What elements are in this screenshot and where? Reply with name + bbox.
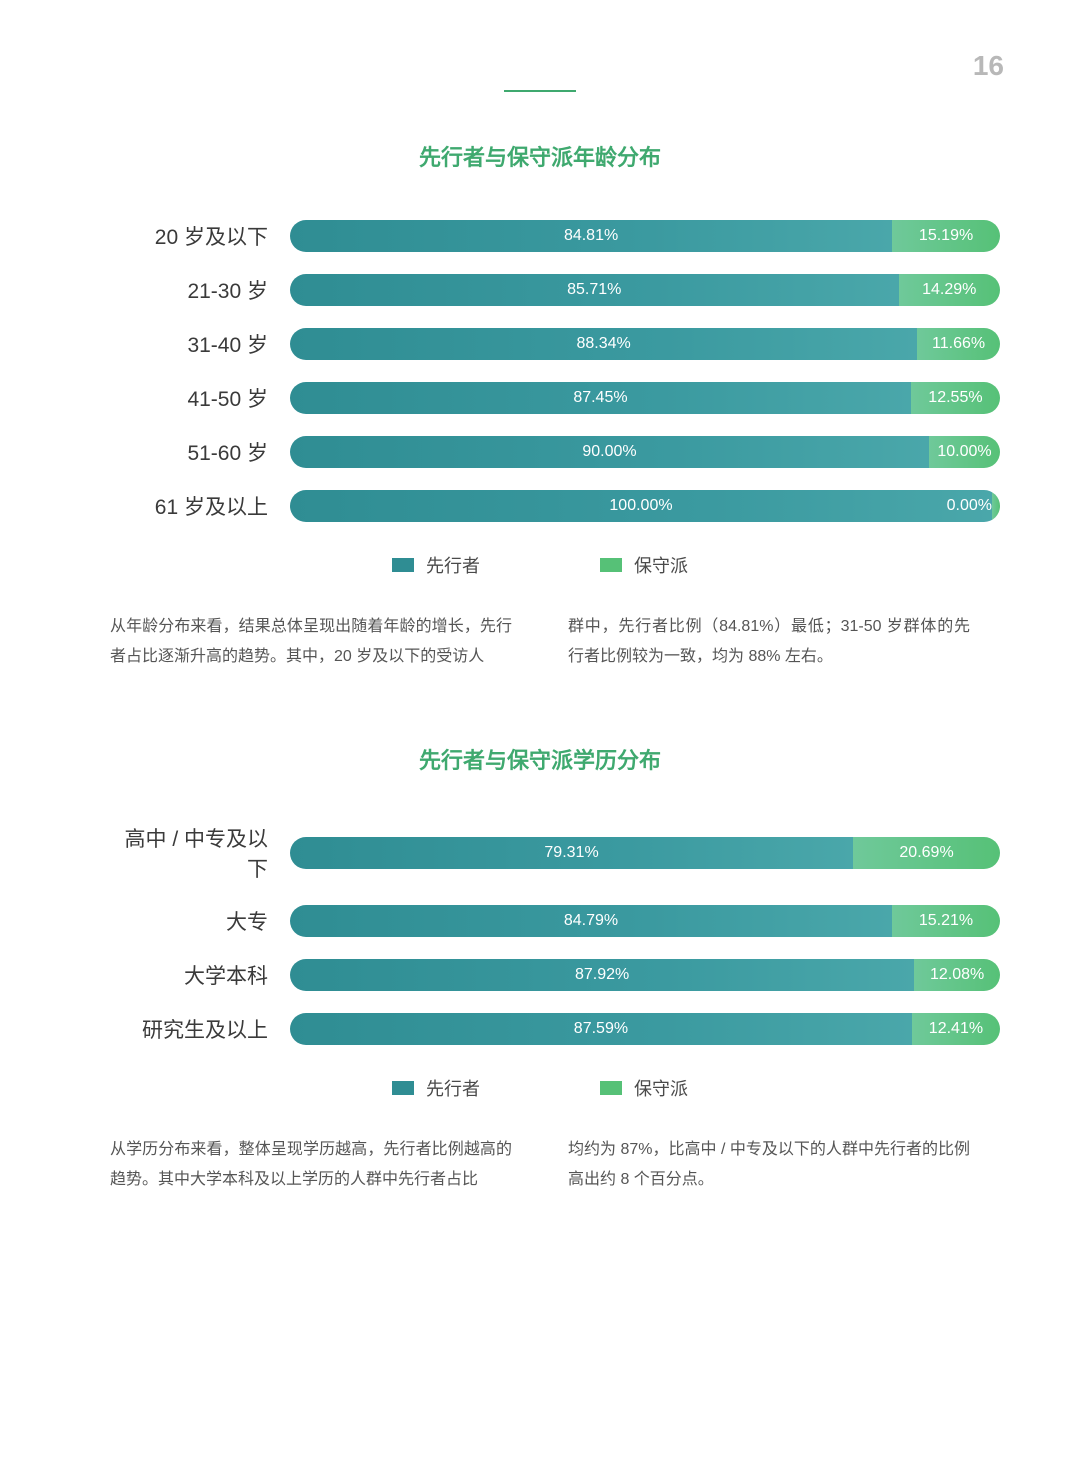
bar-label: 20 岁及以下	[110, 221, 290, 251]
bar-label: 研究生及以上	[110, 1014, 290, 1044]
chart2-title: 先行者与保守派学历分布	[80, 743, 1000, 775]
bar-row: 20 岁及以下84.81%15.19%	[110, 220, 1000, 252]
text2-col1: 从学历分布来看，整体呈现学历越高，先行者比例越高的趋势。其中大学本科及以上学历的…	[110, 1135, 512, 1196]
bar-track: 84.81%15.19%	[290, 220, 1000, 252]
bar-row: 61 岁及以上100.00%0.00%	[110, 490, 1000, 522]
bar-label: 21-30 岁	[110, 275, 290, 305]
bar-label: 41-50 岁	[110, 383, 290, 413]
bar-label: 大专	[110, 906, 290, 936]
bar-label: 大学本科	[110, 960, 290, 990]
bar-label: 61 岁及以上	[110, 491, 290, 521]
bar-segment-conservative: 0.00%	[992, 490, 1000, 522]
bar-segment-pioneer: 85.71%	[290, 274, 899, 306]
bar-track: 87.92%12.08%	[290, 959, 1000, 991]
bar-segment-pioneer: 79.31%	[290, 837, 853, 869]
text1-col1: 从年龄分布来看，结果总体呈现出随着年龄的增长，先行者占比逐渐升高的趋势。其中，2…	[110, 612, 512, 673]
legend-item-conservative: 保守派	[600, 1075, 688, 1101]
chart2-area: 高中 / 中专及以下79.31%20.69%大专84.79%15.21%大学本科…	[80, 823, 1000, 1045]
chart1-legend: 先行者 保守派	[80, 552, 1000, 578]
legend-item-pioneer: 先行者	[392, 552, 480, 578]
legend-label-right: 保守派	[634, 552, 688, 578]
bar-row: 大学本科87.92%12.08%	[110, 959, 1000, 991]
swatch-teal	[392, 558, 414, 572]
chart1-title: 先行者与保守派年龄分布	[80, 140, 1000, 172]
bar-row: 高中 / 中专及以下79.31%20.69%	[110, 823, 1000, 883]
bar-segment-pioneer: 90.00%	[290, 436, 929, 468]
bar-track: 88.34%11.66%	[290, 328, 1000, 360]
legend-label-left: 先行者	[426, 1075, 480, 1101]
bar-segment-pioneer: 84.81%	[290, 220, 892, 252]
bar-segment-conservative: 12.08%	[914, 959, 1000, 991]
text2-col2: 均约为 87%，比高中 / 中专及以下的人群中先行者的比例高出约 8 个百分点。	[568, 1135, 970, 1196]
bar-track: 87.45%12.55%	[290, 382, 1000, 414]
bar-row: 51-60 岁90.00%10.00%	[110, 436, 1000, 468]
text1: 从年龄分布来看，结果总体呈现出随着年龄的增长，先行者占比逐渐升高的趋势。其中，2…	[80, 612, 1000, 673]
bar-segment-conservative: 10.00%	[929, 436, 1000, 468]
bar-segment-conservative: 15.19%	[892, 220, 1000, 252]
bar-segment-pioneer: 87.59%	[290, 1013, 912, 1045]
bar-segment-pioneer: 87.45%	[290, 382, 911, 414]
bar-row: 31-40 岁88.34%11.66%	[110, 328, 1000, 360]
bar-track: 85.71%14.29%	[290, 274, 1000, 306]
legend-item-pioneer: 先行者	[392, 1075, 480, 1101]
bar-segment-pioneer: 88.34%	[290, 328, 917, 360]
bar-track: 100.00%0.00%	[290, 490, 1000, 522]
bar-row: 大专84.79%15.21%	[110, 905, 1000, 937]
bar-track: 90.00%10.00%	[290, 436, 1000, 468]
bar-segment-pioneer: 87.92%	[290, 959, 914, 991]
chart1-area: 20 岁及以下84.81%15.19%21-30 岁85.71%14.29%31…	[80, 220, 1000, 522]
bar-segment-pioneer: 84.79%	[290, 905, 892, 937]
bar-segment-conservative: 12.55%	[911, 382, 1000, 414]
bar-track: 87.59%12.41%	[290, 1013, 1000, 1045]
bar-row: 21-30 岁85.71%14.29%	[110, 274, 1000, 306]
swatch-green	[600, 558, 622, 572]
bar-segment-conservative: 20.69%	[853, 837, 1000, 869]
bar-track: 84.79%15.21%	[290, 905, 1000, 937]
bar-segment-pioneer: 100.00%	[290, 490, 992, 522]
bar-segment-conservative: 11.66%	[917, 328, 1000, 360]
swatch-teal	[392, 1081, 414, 1095]
bar-label: 31-40 岁	[110, 329, 290, 359]
bar-segment-conservative: 14.29%	[899, 274, 1000, 306]
bar-label: 51-60 岁	[110, 437, 290, 467]
chart2-legend: 先行者 保守派	[80, 1075, 1000, 1101]
swatch-green	[600, 1081, 622, 1095]
text1-col2: 群中，先行者比例（84.81%）最低；31-50 岁群体的先行者比例较为一致，均…	[568, 612, 970, 673]
bar-row: 研究生及以上87.59%12.41%	[110, 1013, 1000, 1045]
legend-label-left: 先行者	[426, 552, 480, 578]
bar-label: 高中 / 中专及以下	[110, 823, 290, 883]
top-rule	[504, 90, 576, 92]
bar-track: 79.31%20.69%	[290, 837, 1000, 869]
bar-segment-conservative: 12.41%	[912, 1013, 1000, 1045]
text2: 从学历分布来看，整体呈现学历越高，先行者比例越高的趋势。其中大学本科及以上学历的…	[80, 1135, 1000, 1196]
bar-segment-conservative: 15.21%	[892, 905, 1000, 937]
page-number: 16	[973, 50, 1004, 82]
bar-row: 41-50 岁87.45%12.55%	[110, 382, 1000, 414]
legend-label-right: 保守派	[634, 1075, 688, 1101]
legend-item-conservative: 保守派	[600, 552, 688, 578]
